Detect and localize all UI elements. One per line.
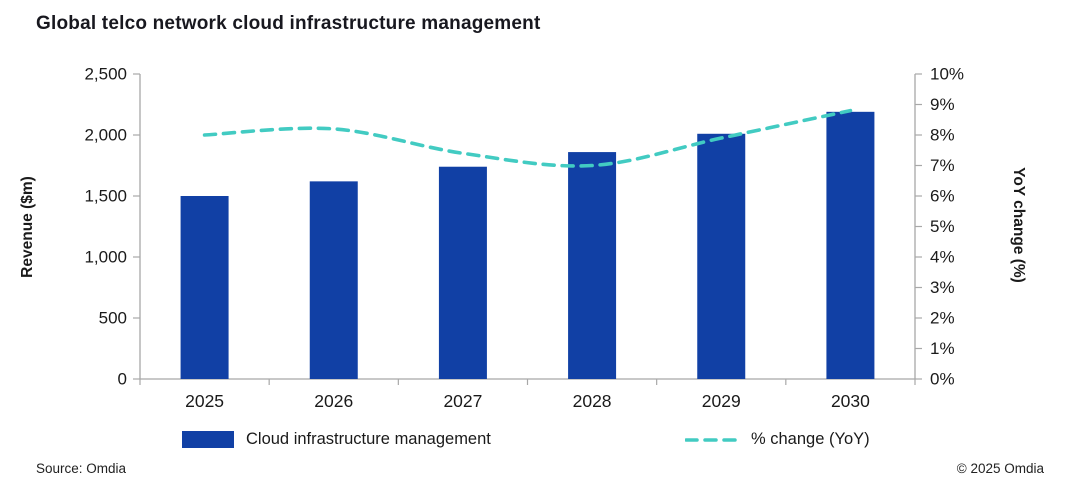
x-axis-tick-label: 2027: [443, 391, 482, 411]
right-axis-tick-label: 10%: [930, 65, 964, 84]
right-axis-tick-label: 2%: [930, 309, 955, 328]
source-note: Source: Omdia: [36, 461, 127, 476]
chart-canvas: 0 500 1,000 1,500 2,000 2,500 0% 1% 2% 3% 4% 5% 6% 7%…: [84, 65, 964, 412]
left-axis-tick-label: 2,000: [84, 126, 127, 145]
yoy-change-line: [202, 108, 853, 168]
revenue-bar-2028: [568, 152, 617, 379]
revenue-bar-2027: [438, 166, 487, 379]
right-axis-tick-label: 5%: [930, 217, 955, 236]
revenue-bar-2030: [826, 111, 875, 379]
left-axis-tick-label: 0: [118, 370, 127, 389]
revenue-bar-2025: [180, 196, 229, 379]
bar-legend-label: Cloud infrastructure management: [246, 430, 491, 448]
legend: Cloud infrastructure management % change…: [0, 430, 1080, 458]
right-axis-tick-label: 0%: [930, 370, 955, 389]
left-axis-tick-label: 1,500: [84, 187, 127, 206]
x-axis-tick-label: 2025: [185, 391, 224, 411]
revenue-bar-2026: [309, 181, 358, 379]
x-axis-tick-label: 2030: [831, 391, 870, 411]
right-axis-tick-label: 6%: [930, 187, 955, 206]
left-axis-tick-label: 500: [99, 309, 127, 328]
x-axis-tick-label: 2026: [314, 391, 353, 411]
line-legend-swatch: [685, 437, 739, 442]
x-axis-tick-label: 2028: [573, 391, 612, 411]
right-axis-title: YoY change (%): [1010, 167, 1027, 283]
left-axis-tick-label: 1,000: [84, 248, 127, 267]
right-axis-tick-label: 4%: [930, 248, 955, 267]
legend-item-bar: Cloud infrastructure management: [182, 430, 491, 449]
bar-legend-swatch: [182, 431, 234, 448]
right-axis-tick-label: 9%: [930, 95, 955, 114]
legend-item-line: % change (YoY): [685, 430, 870, 449]
x-axis-tick-label: 2029: [702, 391, 741, 411]
revenue-bar-2029: [697, 133, 746, 379]
chart-title: Global telco network cloud infrastructur…: [36, 13, 541, 34]
right-axis-tick-label: 7%: [930, 156, 955, 175]
left-axis-tick-label: 2,500: [84, 65, 127, 84]
right-axis-tick-label: 3%: [930, 278, 955, 297]
right-axis-tick-label: 8%: [930, 126, 955, 145]
right-axis-tick-label: 1%: [930, 339, 955, 358]
copyright-note: © 2025 Omdia: [956, 461, 1044, 476]
line-legend-label: % change (YoY): [751, 430, 870, 448]
